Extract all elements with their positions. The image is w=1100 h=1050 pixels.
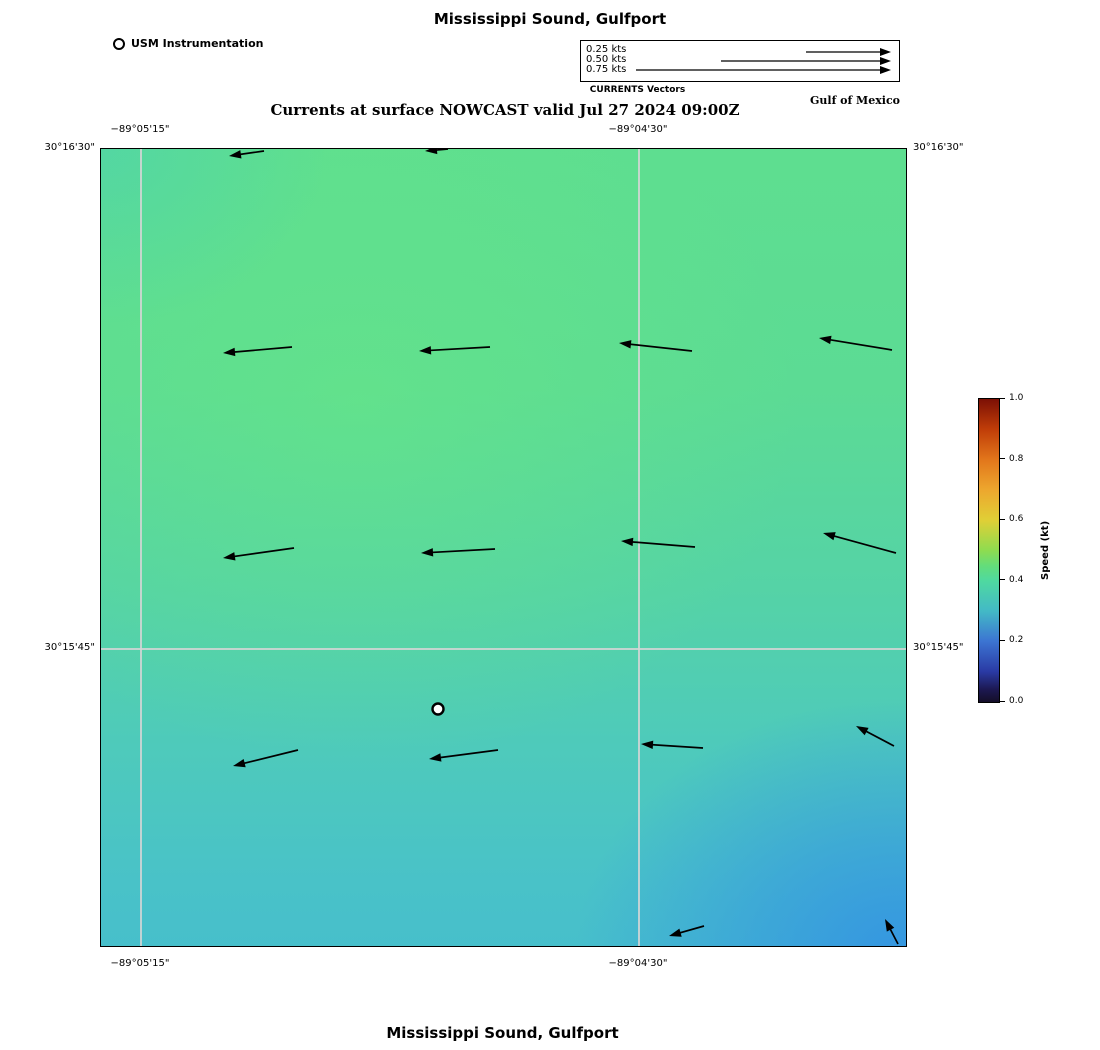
colorbar-tick-mark	[1000, 639, 1005, 641]
gridline-lon-0430	[638, 149, 640, 946]
current-arrow	[885, 919, 899, 945]
colorbar-tick-mark	[1000, 700, 1005, 702]
station-marker-icon	[113, 37, 125, 50]
region-label: Gulf of Mexico	[810, 94, 900, 107]
ytick-left-lower: 30°15'45"	[44, 642, 95, 653]
current-arrow	[806, 48, 891, 56]
current-arrow	[223, 547, 295, 561]
colorbar-tick-mark	[1000, 458, 1005, 460]
ytick-right-upper: 30°16'30"	[913, 142, 964, 153]
colorbar-tick-label: 0.4	[1009, 574, 1024, 585]
colorbar-tick-label: 0.8	[1009, 453, 1024, 464]
colorbar-tick-mark	[1000, 579, 1005, 581]
xtick-top-left: −89°05'15"	[110, 124, 170, 135]
instrument-legend: USM Instrumentation	[113, 37, 263, 50]
current-arrow	[636, 66, 891, 74]
current-arrow	[419, 346, 491, 355]
current-arrow	[429, 749, 499, 762]
current-arrow	[621, 537, 696, 548]
colorbar-tick-label: 1.0	[1009, 393, 1024, 403]
current-arrow	[721, 57, 891, 65]
figure-subtitle: Currents at surface NOWCAST valid Jul 27…	[270, 101, 740, 119]
station-marker-icon	[431, 702, 445, 716]
colorbar-gradient	[978, 398, 1000, 703]
figure-title: Mississippi Sound, Gulfport	[433, 10, 667, 28]
scale-arrows	[636, 48, 891, 74]
gridline-lon-0515	[140, 149, 142, 946]
scale-label-050: 0.50 kts	[586, 54, 627, 65]
current-arrow	[233, 749, 299, 768]
map-plot-area	[100, 148, 907, 947]
ytick-left-upper: 30°16'30"	[44, 142, 95, 153]
current-arrow	[229, 150, 265, 159]
current-arrow	[669, 925, 705, 937]
current-arrow	[819, 335, 893, 351]
current-arrow	[421, 548, 496, 557]
current-arrow	[856, 726, 895, 747]
colorbar-tick-label: 0.6	[1009, 514, 1024, 525]
gridline-lat-1545	[101, 648, 906, 650]
ytick-right-lower: 30°15'45"	[913, 642, 964, 653]
vector-scale-legend: 0.25 kts 0.50 kts 0.75 kts	[580, 40, 900, 82]
colorbar-tick-label: 0.0	[1009, 696, 1024, 706]
current-arrow	[223, 346, 293, 357]
current-arrow	[619, 340, 693, 352]
current-arrow	[823, 532, 897, 554]
vector-legend-caption: CURRENTS Vectors	[589, 85, 686, 95]
current-vector-layer	[223, 149, 899, 945]
colorbar-ticks: 1.0 0.8 0.6 0.4 0.2 0.0	[1000, 393, 1040, 706]
xtick-bottom-left: −89°05'15"	[110, 958, 170, 969]
figure-footer-title: Mississippi Sound, Gulfport	[386, 1024, 619, 1042]
scale-label-025: 0.25 kts	[586, 44, 627, 55]
current-arrow	[641, 740, 704, 749]
current-arrow	[425, 149, 449, 155]
colorbar-tick-mark	[1000, 397, 1005, 399]
instrument-legend-label: USM Instrumentation	[131, 37, 264, 50]
xtick-bottom-right: −89°04'30"	[608, 958, 668, 969]
xtick-top-right: −89°04'30"	[608, 124, 668, 135]
colorbar-label: Speed (kt)	[1040, 520, 1051, 581]
scale-label-075: 0.75 kts	[586, 64, 627, 75]
colorbar-tick-mark	[1000, 518, 1005, 520]
colorbar-tick-label: 0.2	[1009, 635, 1024, 646]
